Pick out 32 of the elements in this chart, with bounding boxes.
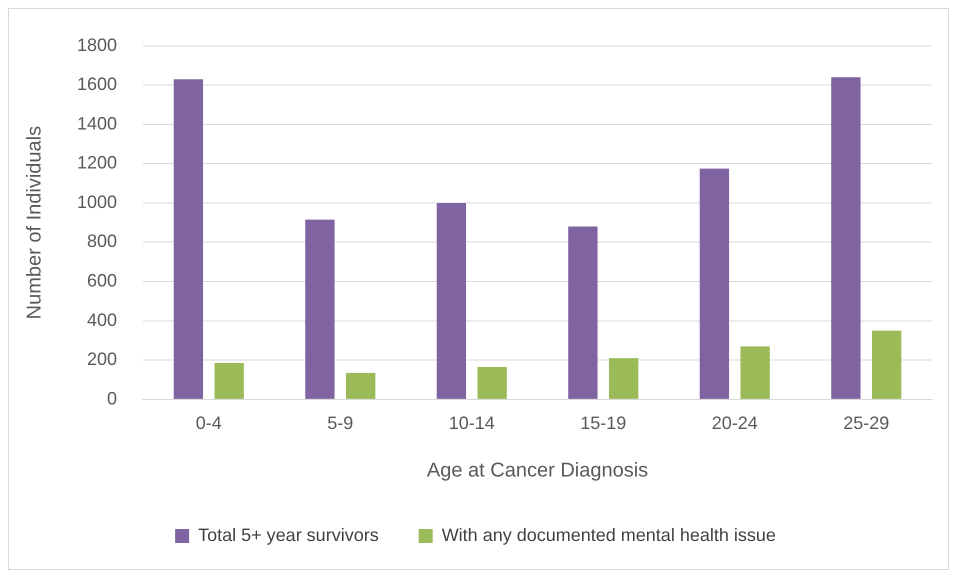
x-tick-label: 10-14 xyxy=(448,413,495,434)
x-tick-label: 15-19 xyxy=(580,413,626,434)
y-tick-label: 1000 xyxy=(76,192,118,212)
bar xyxy=(740,346,770,399)
y-tick-label: 1200 xyxy=(76,152,118,173)
bar xyxy=(608,358,638,399)
bar xyxy=(872,330,902,399)
bar xyxy=(346,372,376,399)
y-tick-label: 400 xyxy=(86,310,118,330)
y-tick-label: 600 xyxy=(86,270,118,290)
y-tick-label: 800 xyxy=(86,231,118,252)
legend-label: Total 5+ year survivors xyxy=(198,524,379,545)
bar xyxy=(174,79,204,399)
x-axis-title: Age at Cancer Diagnosis xyxy=(426,460,648,482)
bar xyxy=(568,226,598,399)
bar xyxy=(214,363,244,399)
bar xyxy=(305,220,335,399)
bar xyxy=(831,77,861,399)
y-axis-title: Number of Individuals xyxy=(24,126,46,320)
bar xyxy=(436,202,466,399)
x-tick-label: 0-4 xyxy=(196,413,222,434)
x-tick-label: 5-9 xyxy=(327,413,354,434)
x-tick-label: 20-24 xyxy=(712,413,758,434)
x-tick-label: 25-29 xyxy=(843,413,890,434)
y-tick-label: 1600 xyxy=(76,74,118,94)
legend-label: With any documented mental health issue xyxy=(442,524,776,545)
bar xyxy=(477,366,507,399)
y-tick-label: 0 xyxy=(107,388,118,408)
bar xyxy=(700,168,730,399)
y-tick-label: 1400 xyxy=(76,113,118,134)
y-tick-label: 200 xyxy=(86,349,118,370)
y-tick-label: 1800 xyxy=(76,34,118,55)
